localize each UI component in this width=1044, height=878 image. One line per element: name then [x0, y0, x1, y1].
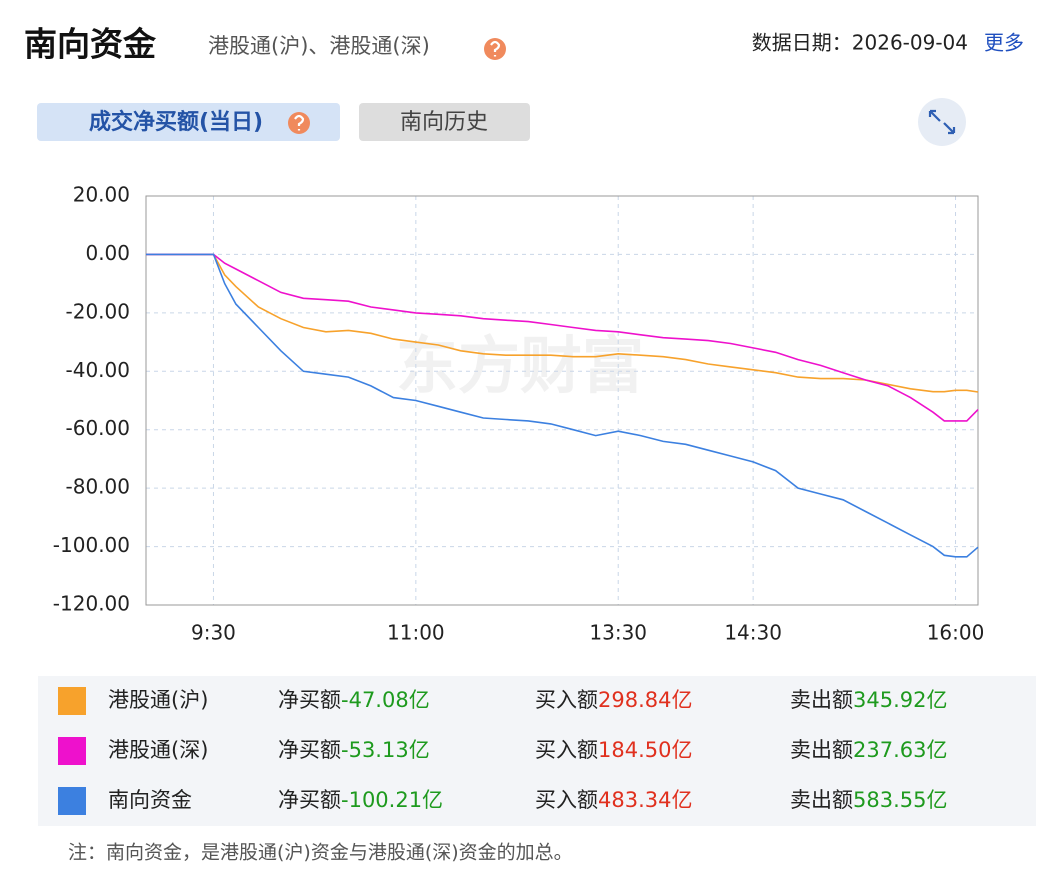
summary-label: 卖出额 — [790, 788, 853, 812]
summary-label: 净买额 — [278, 738, 341, 762]
summary-panel — [38, 676, 1036, 826]
summary-item: 买入额298.84亿 — [535, 688, 692, 712]
tab-label: 成交净买额(当日) — [89, 109, 263, 135]
y-tick-label: -120.00 — [53, 592, 130, 616]
plot-frame — [145, 195, 979, 606]
summary-value: 184.50亿 — [598, 738, 692, 762]
help-icon[interactable] — [484, 38, 506, 60]
subtitle: 港股通(沪)、港股通(深) — [208, 34, 430, 58]
note: 注：南向资金，是港股通(沪)资金与港股通(深)资金的加总。 — [68, 842, 573, 864]
legend-label: 南向资金 — [108, 788, 192, 812]
summary-label: 卖出额 — [790, 688, 853, 712]
x-tick-label: 14:30 — [724, 621, 782, 645]
title: 南向资金 — [24, 25, 157, 64]
summary-item: 净买额-47.08亿 — [278, 688, 430, 712]
expand-circle — [918, 98, 966, 146]
summary-value: 345.92亿 — [853, 688, 947, 712]
series-line — [146, 253, 979, 422]
y-tick-label: -40.00 — [66, 358, 130, 382]
y-tick-label: -60.00 — [66, 416, 130, 440]
summary-item: 卖出额583.55亿 — [790, 788, 947, 812]
summary-value: 583.55亿 — [853, 788, 947, 812]
tab[interactable] — [359, 103, 530, 141]
more-link[interactable]: 更多 — [984, 31, 1024, 55]
tab-label: 南向历史 — [400, 110, 488, 135]
summary-label: 买入额 — [535, 788, 598, 812]
x-tick-label: 16:00 — [927, 621, 985, 645]
legend-label: 港股通(沪) — [108, 688, 208, 712]
legend-label: 港股通(深) — [108, 738, 208, 762]
summary-label: 净买额 — [278, 688, 341, 712]
y-tick-label: 0.00 — [85, 241, 130, 265]
series-line — [146, 253, 979, 558]
expand-button[interactable] — [918, 98, 966, 146]
summary-value: 298.84亿 — [598, 688, 692, 712]
summary-label: 卖出额 — [790, 738, 853, 762]
summary-item: 卖出额237.63亿 — [790, 738, 947, 762]
watermark: 东方财富 — [396, 329, 644, 402]
summary-item: 净买额-53.13亿 — [278, 738, 430, 762]
summary-label: 买入额 — [535, 688, 598, 712]
summary-value: -100.21亿 — [341, 788, 443, 812]
expand-glyph — [928, 109, 956, 135]
summary-label: 净买额 — [278, 788, 341, 812]
plot: 东方财富 -120.00 -100.00 -80.00 -60.00 -40.00 -20.… — [53, 183, 985, 645]
y-tick-label: 20.00 — [73, 183, 130, 207]
help-icon-glyph — [490, 40, 501, 57]
y-tick-label: -80.00 — [66, 475, 130, 499]
legend-swatch — [58, 737, 86, 765]
tab-active[interactable] — [37, 103, 340, 141]
x-tick-label: 9:30 — [191, 621, 236, 645]
summary-value: 237.63亿 — [853, 738, 947, 762]
summary: 港股通(沪) 净买额-47.08亿 买入额298.84亿 卖出额345.92亿港股通(… — [58, 687, 947, 815]
legend-swatch — [58, 787, 86, 815]
date: 数据日期：2026-09-04 — [752, 31, 968, 55]
x-tick-label: 13:30 — [589, 621, 647, 645]
x-tick-label: 11:00 — [387, 621, 445, 645]
summary-value: -53.13亿 — [341, 738, 430, 762]
summary-value: 483.34亿 — [598, 788, 692, 812]
summary-label: 买入额 — [535, 738, 598, 762]
y-tick-label: -20.00 — [66, 299, 130, 323]
summary-value: -47.08亿 — [341, 688, 430, 712]
summary-item: 买入额483.34亿 — [535, 788, 692, 812]
summary-item: 净买额-100.21亿 — [278, 788, 443, 812]
legend-swatch — [58, 687, 86, 715]
help-icon[interactable] — [288, 112, 310, 134]
y-tick-label: -100.00 — [53, 533, 130, 557]
summary-item: 买入额184.50亿 — [535, 738, 692, 762]
summary-item: 卖出额345.92亿 — [790, 688, 947, 712]
help-icon-glyph — [294, 114, 305, 131]
